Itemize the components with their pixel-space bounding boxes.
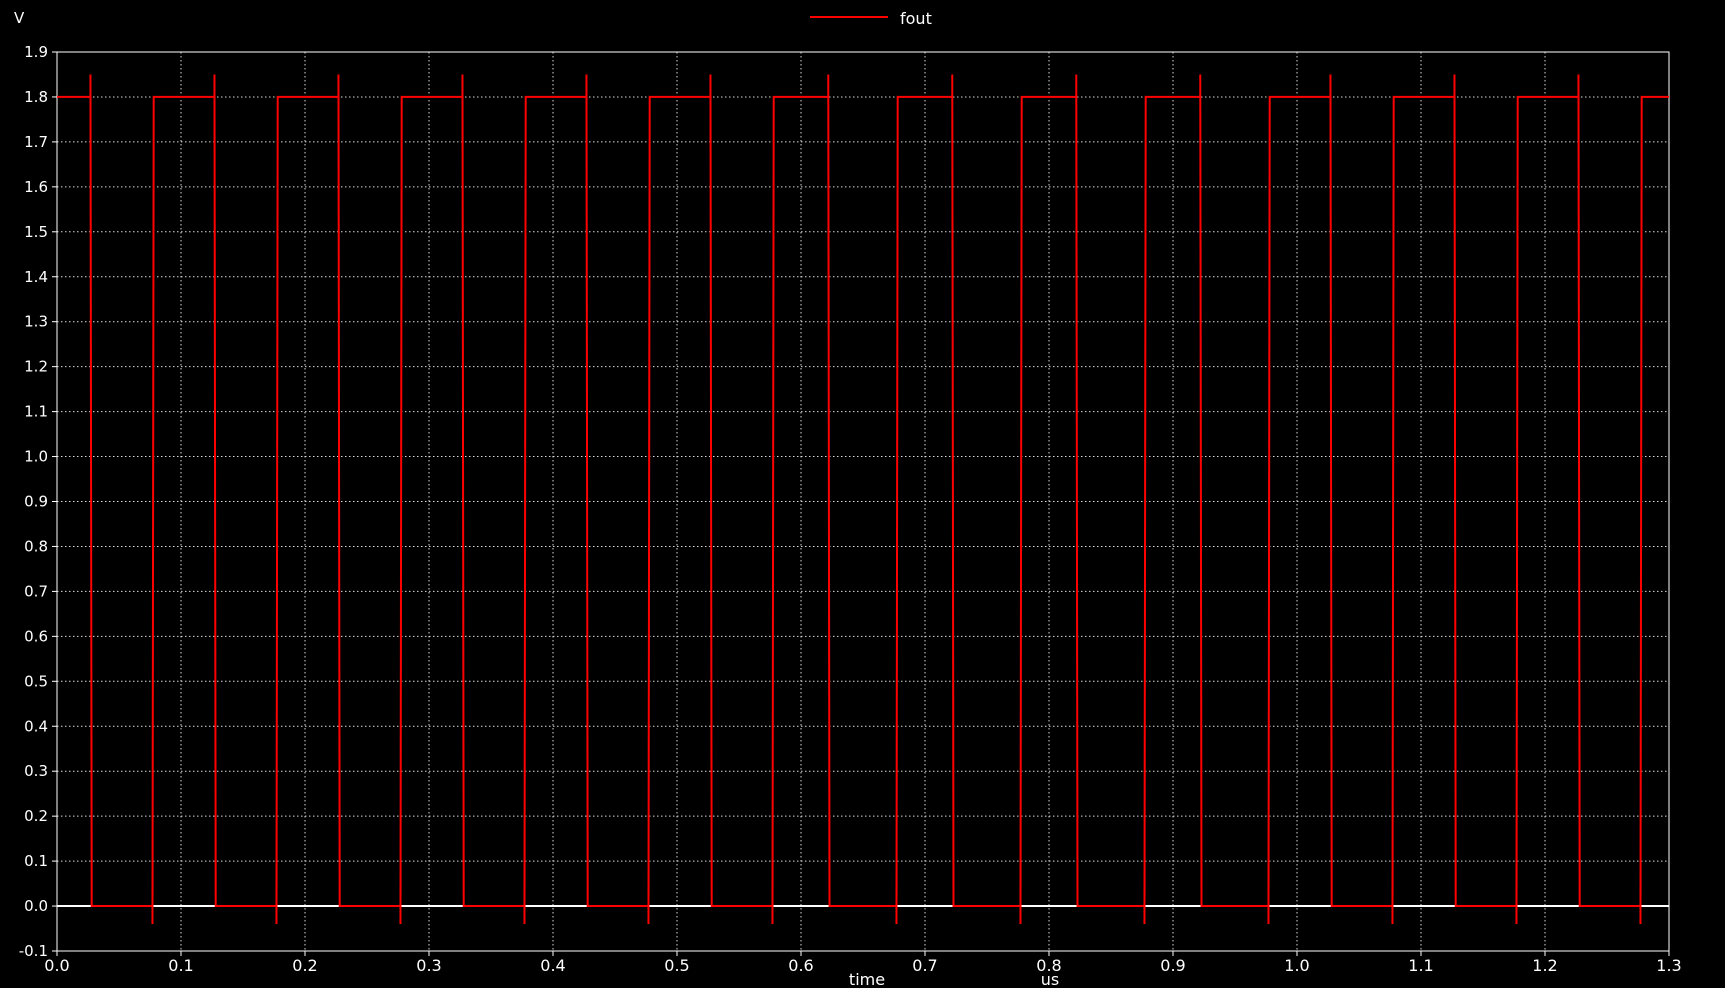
- y-tick-labels: -0.1 0.0 0.1 0.2 0.3 0.4 0.5 0.6 0.7 0.8 0.9 1.0 1.1…: [19, 43, 48, 960]
- x-tick-label: 1.0: [1284, 956, 1309, 975]
- x-tick-label: 0.6: [788, 956, 813, 975]
- y-tick-label: 0.9: [24, 493, 48, 511]
- series-group: [57, 74, 1669, 925]
- x-axis-label: time: [849, 970, 885, 988]
- legend-label-fout: fout: [900, 9, 932, 28]
- y-tick-label: 1.8: [24, 88, 48, 106]
- x-tick-label: 0.1: [168, 956, 193, 975]
- y-tick-label: 0.7: [24, 582, 48, 600]
- y-tick-label: -0.1: [19, 942, 48, 960]
- y-tick-label: 1.4: [24, 268, 48, 286]
- y-axis-label: V: [14, 9, 25, 27]
- y-tick-label: 1.9: [24, 43, 48, 61]
- x-tick-label: 1.3: [1656, 956, 1681, 975]
- legend[interactable]: fout: [810, 9, 932, 28]
- y-tick-label: 0.8: [24, 537, 48, 555]
- x-tick-label: 1.1: [1408, 956, 1433, 975]
- series-line-fout: [57, 95, 1669, 907]
- y-tick-label: 0.3: [24, 762, 48, 780]
- y-tick-label: 1.0: [24, 448, 48, 466]
- x-tick-label: 0.7: [912, 956, 937, 975]
- y-tick-label: 1.7: [24, 133, 48, 151]
- x-tick-label: 0.2: [292, 956, 317, 975]
- x-tick-label: 0.4: [540, 956, 565, 975]
- y-tick-label: 0.0: [24, 897, 48, 915]
- x-tick-label: 0.0: [44, 956, 69, 975]
- x-axis-unit: us: [1041, 970, 1059, 988]
- x-tick-label: 1.2: [1532, 956, 1557, 975]
- x-tick-label: 0.3: [416, 956, 441, 975]
- y-tick-label: 1.1: [24, 403, 48, 421]
- grid: [56, 51, 1670, 952]
- y-tick-label: 1.2: [24, 358, 48, 376]
- y-tick-label: 1.3: [24, 313, 48, 331]
- x-tick-labels: 0.0 0.1 0.2 0.3 0.4 0.5 0.6 0.7 0.8 0.9 1.0 1.1 1.2 1…: [44, 956, 1681, 975]
- y-tick-label: 0.1: [24, 852, 48, 870]
- x-tick-label: 0.8: [1036, 956, 1061, 975]
- plot-frame: [56, 51, 1670, 952]
- axes: [52, 51, 1670, 956]
- x-tick-label: 0.5: [664, 956, 689, 975]
- x-tick-label: 0.9: [1160, 956, 1185, 975]
- y-tick-label: 0.2: [24, 807, 48, 825]
- y-tick-label: 1.5: [24, 223, 48, 241]
- y-tick-label: 0.4: [24, 717, 48, 735]
- y-tick-label: 0.6: [24, 627, 48, 645]
- y-tick-label: 1.6: [24, 178, 48, 196]
- y-tick-label: 0.5: [24, 672, 48, 690]
